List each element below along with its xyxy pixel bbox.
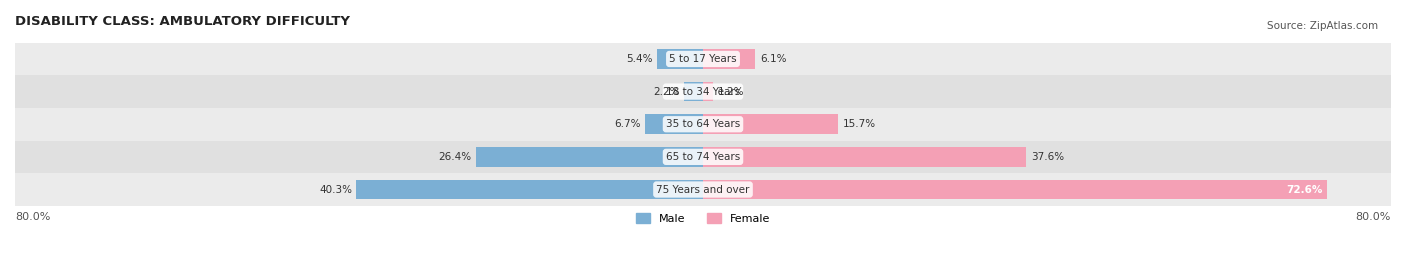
Text: 6.1%: 6.1% xyxy=(759,54,786,64)
Bar xyxy=(703,147,1026,167)
Bar xyxy=(685,82,703,101)
Text: Source: ZipAtlas.com: Source: ZipAtlas.com xyxy=(1267,21,1378,31)
Text: 6.7%: 6.7% xyxy=(614,119,641,129)
Text: 72.6%: 72.6% xyxy=(1286,184,1323,195)
Text: 5 to 17 Years: 5 to 17 Years xyxy=(669,54,737,64)
Bar xyxy=(15,43,1391,75)
Bar xyxy=(15,140,1391,173)
Text: 75 Years and over: 75 Years and over xyxy=(657,184,749,195)
Bar xyxy=(356,180,703,199)
Text: 26.4%: 26.4% xyxy=(439,152,471,162)
Text: 18 to 34 Years: 18 to 34 Years xyxy=(666,87,740,96)
Bar xyxy=(15,75,1391,108)
Bar xyxy=(703,82,713,101)
Text: 65 to 74 Years: 65 to 74 Years xyxy=(666,152,740,162)
Text: DISABILITY CLASS: AMBULATORY DIFFICULTY: DISABILITY CLASS: AMBULATORY DIFFICULTY xyxy=(15,15,350,28)
Bar xyxy=(703,114,838,134)
Bar xyxy=(477,147,703,167)
Bar xyxy=(703,49,755,69)
Text: 80.0%: 80.0% xyxy=(15,212,51,222)
Bar xyxy=(15,173,1391,206)
Text: 37.6%: 37.6% xyxy=(1031,152,1064,162)
Text: 40.3%: 40.3% xyxy=(319,184,352,195)
Text: 1.2%: 1.2% xyxy=(717,87,744,96)
Text: 15.7%: 15.7% xyxy=(842,119,876,129)
Bar xyxy=(645,114,703,134)
Text: 35 to 64 Years: 35 to 64 Years xyxy=(666,119,740,129)
Bar xyxy=(15,108,1391,140)
Bar xyxy=(657,49,703,69)
Text: 80.0%: 80.0% xyxy=(1355,212,1391,222)
Text: 5.4%: 5.4% xyxy=(626,54,652,64)
Text: 2.2%: 2.2% xyxy=(654,87,679,96)
Legend: Male, Female: Male, Female xyxy=(631,208,775,228)
Bar xyxy=(703,180,1327,199)
